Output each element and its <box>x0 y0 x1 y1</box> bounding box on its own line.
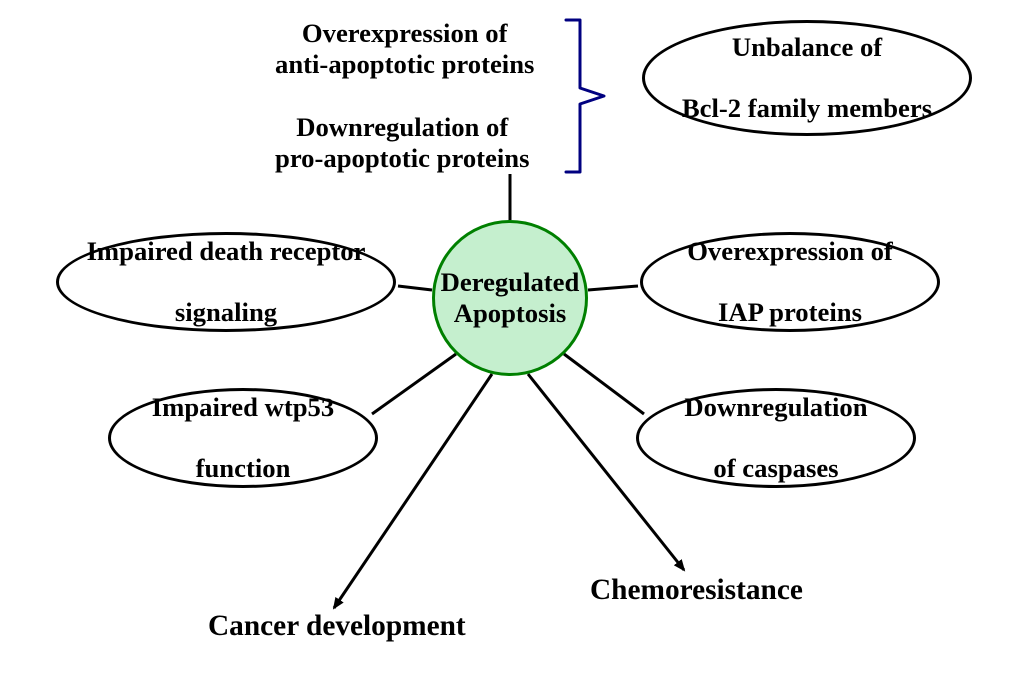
node-impaired-death-receptor: Impaired death receptor signaling <box>56 232 396 332</box>
node-unbalance-bcl2: Unbalance of Bcl-2 family members <box>642 20 972 136</box>
grouping-bracket <box>566 20 604 172</box>
node-label-line: Downregulation <box>684 392 867 423</box>
node-label-line: Bcl-2 family members <box>682 93 932 124</box>
bracket-text-line: Downregulation of <box>296 112 508 142</box>
node-label-line: signaling <box>87 297 366 328</box>
center-label-line: Apoptosis <box>454 298 567 328</box>
outcome-chemoresistance: Chemoresistance <box>590 574 803 608</box>
node-downregulation-caspases: Downregulation of caspases <box>636 388 916 488</box>
outcome-cancer-development: Cancer development <box>208 610 466 644</box>
node-label-line: function <box>152 453 334 484</box>
bracket-text-overexpression: Overexpression of anti-apoptotic protein… <box>275 18 534 79</box>
outcome-label: Cancer development <box>208 610 466 642</box>
bracket-text-downregulation: Downregulation of pro-apoptotic proteins <box>275 112 529 173</box>
node-label-line: Impaired wtp53 <box>152 392 334 423</box>
node-impaired-wtp53: Impaired wtp53 function <box>108 388 378 488</box>
node-overexpression-iap: Overexpression of IAP proteins <box>640 232 940 332</box>
outcome-label: Chemoresistance <box>590 574 803 606</box>
node-label-line: Unbalance of <box>682 32 932 63</box>
node-label-line: of caspases <box>684 453 867 484</box>
bracket-text-line: Overexpression of <box>302 18 508 48</box>
node-label-line: Overexpression of <box>687 236 893 267</box>
node-label-line: IAP proteins <box>687 297 893 328</box>
node-label-line: Impaired death receptor <box>87 236 366 267</box>
bracket-text-line: pro-apoptotic proteins <box>275 143 529 173</box>
center-label-line: Deregulated <box>441 267 580 297</box>
diagram-stage: { "canvas": { "width": 1020, "height": 6… <box>0 0 1020 680</box>
bracket-text-line: anti-apoptotic proteins <box>275 49 534 79</box>
center-node-deregulated-apoptosis: Deregulated Apoptosis <box>432 220 588 376</box>
arrows-group <box>334 374 684 608</box>
